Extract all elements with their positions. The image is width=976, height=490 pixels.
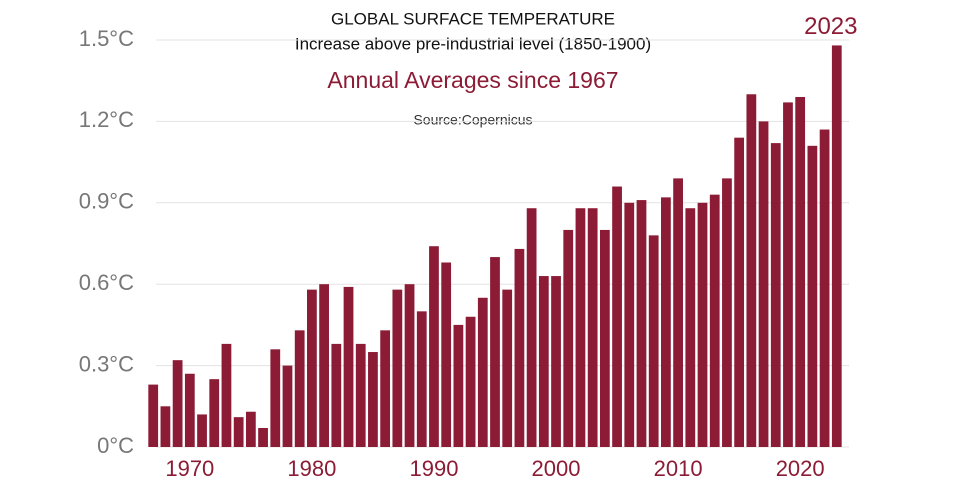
y-tick-label: 0.9°C [79,189,134,214]
bar [184,373,195,447]
bar [526,208,537,447]
y-tick-label: 1.5°C [79,26,134,51]
bar [245,411,256,447]
bar [783,102,793,447]
bar [831,45,842,447]
bar [294,330,305,447]
bar [722,178,732,447]
bar [490,257,500,447]
source: Source:Copernicus [413,112,532,128]
bar [441,262,452,447]
bar [624,202,635,447]
y-tick-label: 0.6°C [79,270,134,295]
bar [819,129,830,448]
bar [770,143,781,447]
bar [233,417,244,447]
bar [453,324,464,447]
x-tick-label: 1970 [165,456,214,481]
chart-heading: Annual Averages since 1967 [327,67,618,93]
x-tick-label: 2020 [776,456,825,481]
bar [697,202,708,447]
bar [538,276,549,447]
x-tick-label: 1990 [409,456,458,481]
bar [587,208,598,447]
bar [477,297,488,447]
bar [673,178,683,447]
bar [380,330,391,447]
bar [795,96,806,447]
y-tick-label: 1.2°C [79,107,134,132]
bar [404,284,415,447]
bar [734,137,745,447]
bar [648,235,659,447]
y-tick-label: 0°C [97,433,134,458]
bar [416,311,427,447]
bar [343,286,354,447]
bar [282,365,293,447]
bar [355,343,366,447]
y-tick-label: 0.3°C [79,351,134,376]
bar [661,197,671,447]
x-tick-label: 2010 [654,456,703,481]
bar [392,289,403,447]
bar [307,289,317,447]
annotation: 2023 [804,13,857,40]
bar [599,229,610,447]
bar [172,360,183,447]
bar [551,276,561,447]
bar [612,186,622,447]
bar [258,428,268,447]
bar [148,384,159,447]
bar [197,414,207,447]
bar [221,343,232,447]
bar [563,229,574,447]
bar [685,208,696,447]
bar [575,208,586,447]
bar [209,379,220,447]
bar [319,284,329,447]
bar [160,406,171,447]
chart-title: GLOBAL SURFACE TEMPERATURE [331,9,615,28]
bar [514,248,525,447]
x-tick-label: 1980 [287,456,336,481]
bar [502,289,513,447]
bar [758,121,769,448]
bar [331,343,342,447]
bar [807,145,818,447]
bar [368,352,378,447]
bar [636,200,647,447]
bar [465,316,476,447]
bar [746,94,757,448]
bar [709,194,720,447]
chart-subtitle: Increase above pre-industrial level (185… [295,34,651,53]
bar [429,246,439,447]
x-tick-label: 2000 [532,456,581,481]
bar [270,349,281,447]
